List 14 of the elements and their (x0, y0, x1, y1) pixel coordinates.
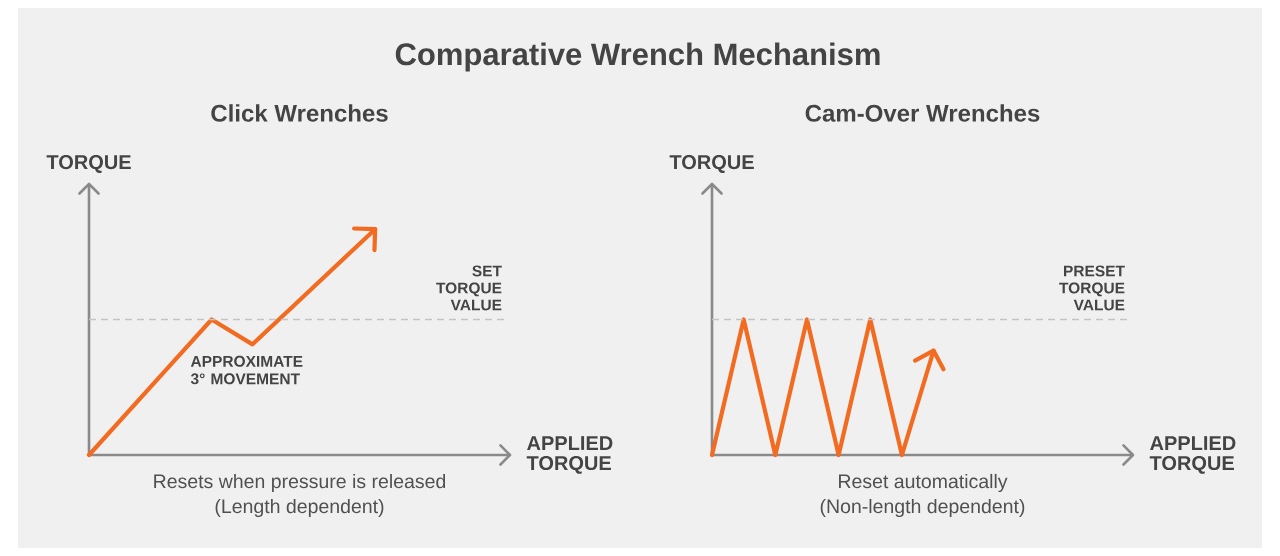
chart-title: Cam-Over Wrenches (805, 104, 1040, 122)
text: Resets when pressure is released (154, 473, 446, 493)
y-axis-title: TORQUE (46, 155, 131, 173)
x-axis-title: APPLIED TORQUE (526, 436, 613, 474)
text: (Non-length dependent) (820, 498, 1025, 518)
x-axis-title: APPLIED TORQUE (1149, 436, 1236, 474)
annotation: APPROXIMATE 3° MOVEMENT (190, 355, 303, 385)
text: Comparative Wrench Mechanism (395, 42, 880, 72)
ref-line-label: PRESET TORQUE VALUE (1059, 265, 1125, 311)
chart-title: Click Wrenches (211, 104, 388, 122)
y-axis-title: TORQUE (669, 155, 754, 173)
text: (Length dependent) (215, 498, 384, 518)
ref-line-label: SET TORQUE VALUE (436, 265, 502, 311)
text: Reset automatically (839, 473, 1008, 493)
